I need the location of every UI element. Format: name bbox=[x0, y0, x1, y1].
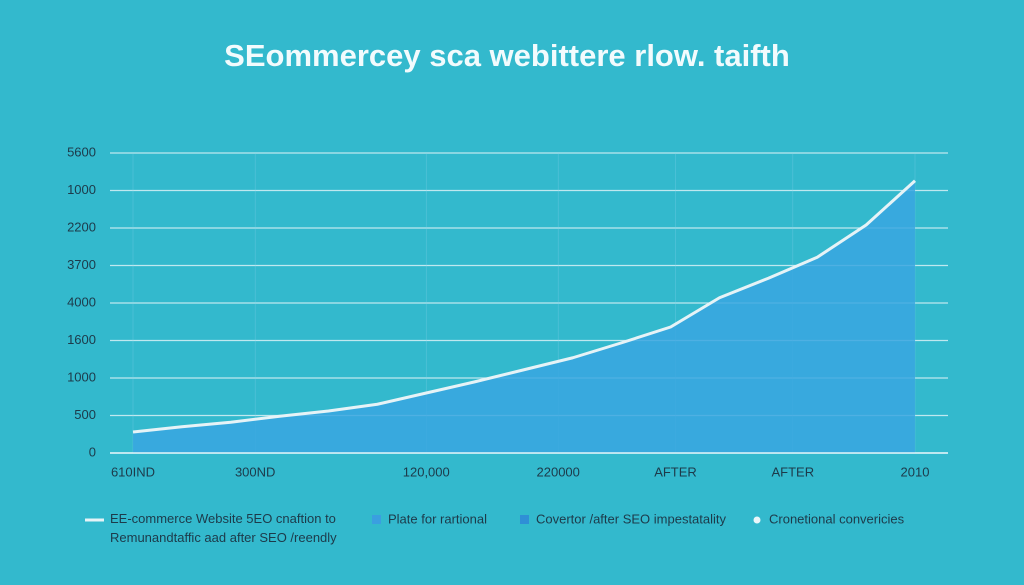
x-tick-label: AFTER bbox=[772, 464, 815, 479]
chart-title: SEommercey sca webittere rlow. taifth bbox=[224, 38, 790, 73]
legend-label: Plate for rartional bbox=[388, 511, 487, 526]
x-tick-label: 120,000 bbox=[403, 464, 450, 479]
legend-swatch bbox=[520, 515, 529, 524]
y-tick-label: 2200 bbox=[67, 219, 96, 234]
x-tick-label: 2010 bbox=[901, 464, 930, 479]
legend-label: Cronetional convericies bbox=[769, 511, 905, 526]
y-tick-label: 0 bbox=[89, 444, 96, 459]
area bbox=[133, 180, 915, 453]
y-tick-label: 4000 bbox=[67, 294, 96, 309]
x-tick-label: AFTER bbox=[654, 464, 697, 479]
y-tick-label: 1000 bbox=[67, 369, 96, 384]
line bbox=[132, 179, 917, 434]
legend-swatch bbox=[753, 516, 761, 524]
y-tick-label: 3700 bbox=[67, 257, 96, 272]
x-tick-label: 300ND bbox=[235, 464, 275, 479]
legend-label: EE-commerce Website 5EO cnaftion to Remun… bbox=[110, 511, 337, 545]
x-tick-label: 610IND bbox=[111, 464, 155, 479]
y-tick-label: 1000 bbox=[67, 182, 96, 197]
legend-label: Covertor /after SEO impestatality bbox=[536, 511, 727, 526]
x-tick-label: 220000 bbox=[537, 464, 580, 479]
legend-swatch bbox=[372, 515, 381, 524]
y-tick-label: 500 bbox=[74, 407, 96, 422]
y-tick-label: 5600 bbox=[67, 144, 96, 159]
y-tick-label: 1600 bbox=[67, 332, 96, 347]
